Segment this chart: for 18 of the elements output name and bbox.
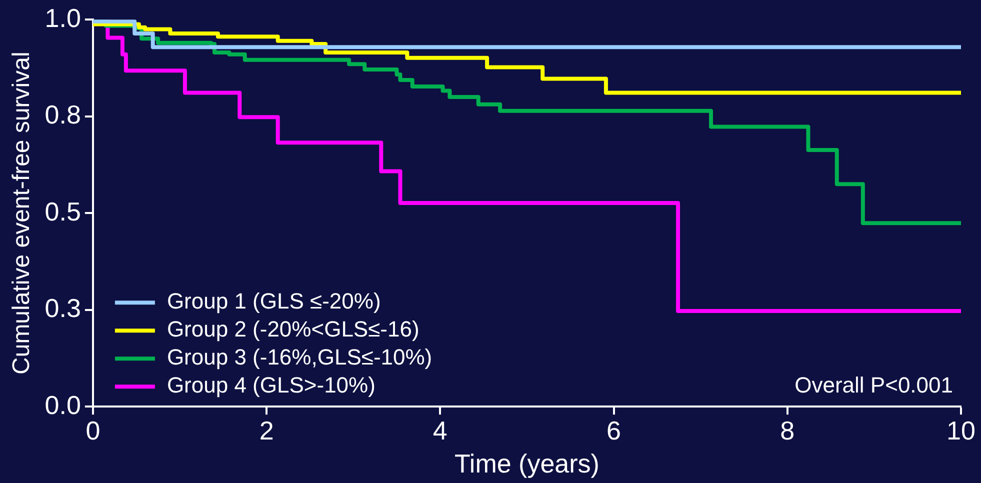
y-tick-label: 1.0	[44, 2, 81, 33]
legend-label: Group 3 (-16%,GLS≤-10%)	[166, 344, 432, 370]
legend-label: Group 1 (GLS ≤-20%)	[166, 288, 381, 314]
y-tick-label: 0.5	[44, 196, 81, 226]
x-tick-label: 4	[432, 415, 448, 446]
x-tick-label: 6	[606, 415, 622, 446]
y-tick-label: 0.0	[44, 390, 81, 420]
x-tick-label: 0	[86, 415, 100, 446]
legend-label: Group 2 (-20%<GLS≤-16)	[166, 316, 420, 342]
x-tick-label: 8	[780, 415, 795, 446]
legend-label: Group 4 (GLS>-10%)	[166, 372, 376, 398]
x-tick-label: 10	[946, 415, 976, 446]
annotation: Overall P<0.001	[794, 372, 953, 398]
y-tick-label: 0.8	[44, 100, 81, 130]
y-tick-label: 0.3	[44, 293, 81, 324]
x-axis-title: Time (years)	[454, 448, 600, 479]
x-tick-label: 2	[259, 415, 274, 446]
y-axis-title: Cumulative event-free survival	[8, 52, 36, 374]
